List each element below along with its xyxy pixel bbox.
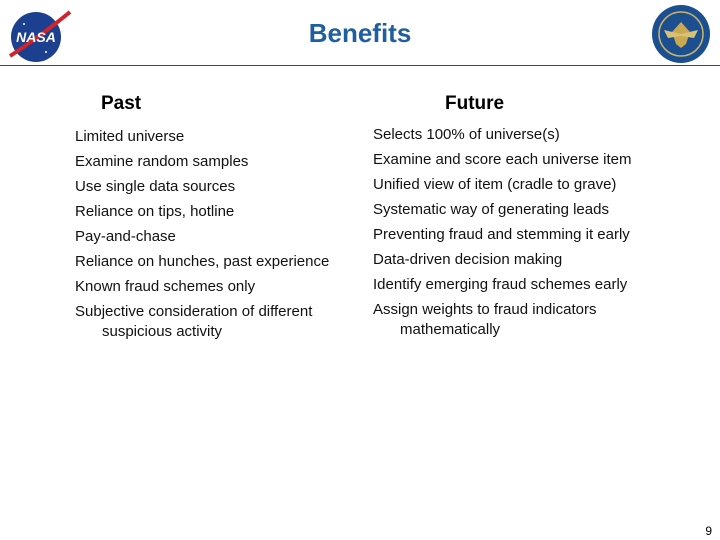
item-text: Systematic way of generating leads	[373, 201, 609, 218]
future-list-item: Systematic way of generating leads	[373, 200, 609, 220]
future-list-item: Data-driven decision making	[373, 250, 562, 270]
item-text: Limited universe	[75, 128, 185, 145]
past-list-item: Reliance on tips, hotline	[75, 202, 234, 222]
item-text: Subjective consideration of different	[75, 303, 313, 320]
item-text: Known fraud schemes only	[75, 278, 256, 295]
item-text: Identify emerging fraud schemes early	[373, 276, 628, 293]
past-list-item: Limited universe	[75, 127, 184, 147]
past-list-item: Pay-and-chase	[75, 227, 176, 247]
page-number: 9	[705, 524, 712, 538]
item-text: Reliance on hunches, past experience	[75, 253, 330, 270]
past-heading: Past	[101, 93, 142, 114]
svg-text:NASA: NASA	[16, 29, 56, 45]
past-list-item: Examine random samples	[75, 152, 248, 172]
future-list-item: Identify emerging fraud schemes early	[373, 275, 627, 295]
future-list-item: Selects 100% of universe(s)	[373, 125, 560, 145]
item-text: Preventing fraud and stemming it early	[373, 226, 630, 243]
item-text: Reliance on tips, hotline	[75, 203, 235, 220]
future-list-item: Preventing fraud and stemming it early	[373, 225, 630, 245]
item-text: Examine random samples	[75, 153, 249, 170]
seal-icon	[650, 4, 712, 64]
past-list-item: Subjective consideration of different sus…	[75, 302, 312, 342]
item-text-continuation: mathematically	[400, 321, 501, 338]
title-divider	[0, 65, 720, 66]
past-list-item: Use single data sources	[75, 177, 235, 197]
future-list-item: Assign weights to fraud indicators mathem…	[373, 300, 596, 340]
item-text: Examine and score each universe item	[373, 151, 632, 168]
nasa-logo: NASA	[8, 8, 72, 64]
item-text: Use single data sources	[75, 178, 236, 195]
future-list-item: Unified view of item (cradle to grave)	[373, 175, 616, 195]
item-text-continuation: suspicious activity	[102, 323, 223, 340]
item-text: Data-driven decision making	[373, 251, 563, 268]
future-list-item: Examine and score each universe item	[373, 150, 631, 170]
item-text: Selects 100% of universe(s)	[373, 126, 560, 143]
item-text: Unified view of item (cradle to grave)	[373, 176, 617, 193]
future-heading: Future	[445, 93, 505, 114]
past-list-item: Reliance on hunches, past experience	[75, 252, 329, 272]
item-text: Assign weights to fraud indicators	[373, 301, 597, 318]
past-list-item: Known fraud schemes only	[75, 277, 255, 297]
slide-title: Benefits	[308, 18, 412, 48]
item-text: Pay-and-chase	[75, 228, 176, 245]
